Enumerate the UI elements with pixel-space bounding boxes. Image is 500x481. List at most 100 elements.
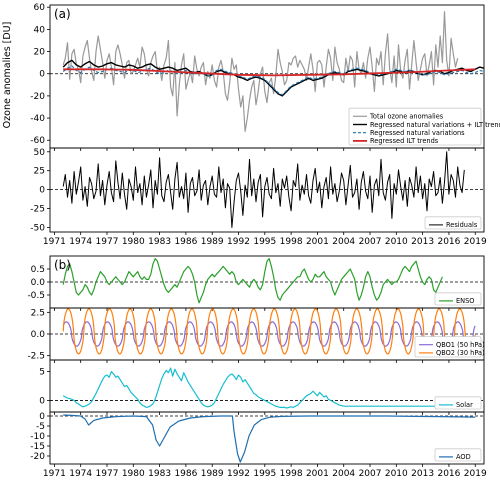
plot-area-qbo [62, 308, 476, 355]
legend-enso: ENSO [434, 292, 482, 306]
y-tick-label: 60 [34, 3, 46, 13]
legend-box [434, 448, 482, 462]
y-tick-label: 50 [34, 148, 46, 158]
x-tick-label: 2007 [359, 237, 382, 247]
legend-box [434, 292, 482, 306]
x-tick-label: 2013 [411, 237, 434, 247]
y-tick-label: 0 [39, 396, 45, 406]
y-tick-label: 0 [39, 70, 45, 80]
y-tick-label: 0.0 [31, 278, 46, 288]
x-tick-label: 1992 [227, 237, 250, 247]
legend-qbo: QBO1 (50 hPa)QBO2 (30 hPa) [414, 336, 485, 358]
series-line-solar-0 [62, 367, 456, 409]
y-tick-label: 0.0 [31, 330, 46, 340]
axes-frame-solar [49, 359, 485, 413]
y-tick-label: -60 [30, 136, 45, 146]
panel-solar: 0 5 Solar [39, 359, 485, 415]
series-line-aod-0 [63, 414, 476, 463]
x-tick-label: 1995 [253, 469, 276, 479]
panel-label-ozone: (a) [54, 7, 71, 21]
x-tick-label: 1995 [253, 237, 276, 247]
x-tick-label: 1986 [174, 469, 197, 479]
y-axis-label-ozone: Ozone anomalies [DU] [2, 22, 13, 129]
legend-box [348, 107, 482, 146]
legend-entry-label: Regressed ILT trends [370, 137, 439, 145]
x-tick-label: 2010 [385, 469, 408, 479]
x-tick-label: 1986 [174, 237, 197, 247]
y-tick-label: -2.5 [27, 352, 45, 362]
legend-residuals: Residuals [424, 216, 482, 230]
y-tick-label: -25 [30, 205, 45, 215]
axes-frame-aod [49, 411, 485, 465]
x-tick-label: 2016 [437, 469, 460, 479]
y-tick-label: 0 [39, 186, 45, 196]
series-line-residuals-0 [62, 151, 465, 228]
x-tick-label: 1989 [201, 237, 224, 247]
legend-entry-label: Regressed natural variations [370, 129, 465, 137]
panel-ozone: -60 -40 -20 0 20 40 60 (a) Total ozone anomalies… [30, 3, 500, 151]
x-tick-labels-bottom: 1971 1974 1977 1980 1983 1986 1989 1992 1995 1998… [43, 469, 487, 479]
legend-aod: AOD [434, 448, 482, 462]
legend-entry-label: QBO2 (30 hPa) [436, 349, 485, 357]
x-tick-label: 2001 [306, 469, 329, 479]
legend-entry-label: Total ozone anomalies [369, 113, 444, 121]
y-tick-label: -50 [30, 223, 45, 233]
series-line-enso-0 [62, 258, 443, 304]
x-tick-label: 2013 [411, 469, 434, 479]
plot-area-residuals [62, 151, 465, 228]
y-tick-label: -0.5 [27, 291, 45, 301]
x-tick-label: 1974 [69, 237, 92, 247]
x-tick-label: 2004 [332, 237, 355, 247]
y-tick-label: -15 [30, 442, 45, 452]
x-tick-label: 1971 [43, 237, 66, 247]
y-tick-label: 40 [34, 25, 46, 35]
x-tick-label: 2004 [332, 469, 355, 479]
series-line-qbo-1 [62, 308, 476, 355]
y-tick-label: 0.5 [31, 265, 45, 275]
x-tick-label: 1977 [96, 469, 119, 479]
y-tick-label: 0 [39, 412, 45, 422]
legend-box [434, 396, 482, 410]
x-tick-labels-top: 1971 1974 1977 1980 1983 1986 1989 1992 1995 1998… [43, 237, 487, 247]
x-tick-label: 2019 [464, 469, 487, 479]
series-line-ozone-0 [62, 11, 459, 132]
series-line-ozone-3 [63, 68, 476, 77]
y-tick-label: 25 [34, 167, 45, 177]
legend-entry-label: AOD [456, 453, 471, 461]
panels-layer: -60 -40 -20 0 20 40 60 (a) Total ozone anomalies… [27, 3, 500, 467]
y-tick-label: -40 [30, 114, 45, 124]
legend-entry-label: ENSO [456, 297, 474, 305]
x-tick-label: 1998 [280, 237, 303, 247]
legend-solar: Solar [434, 396, 482, 410]
x-tick-label: 1998 [280, 469, 303, 479]
panel-label-enso: (b) [54, 258, 71, 272]
panel-residuals: -50 -25 0 25 50 Residuals [30, 147, 485, 235]
y-tick-label: -20 [30, 92, 45, 102]
x-tick-label: 1974 [69, 469, 92, 479]
plot-area-aod [63, 414, 476, 463]
y-tick-label: 5 [39, 368, 45, 378]
legend-entry-label: QBO1 (50 hPa) [436, 341, 485, 349]
x-tick-label: 1971 [43, 469, 66, 479]
x-tick-label: 1983 [148, 469, 171, 479]
y-tick-label: -20 [30, 452, 45, 462]
x-tick-label: 2019 [464, 237, 487, 247]
legend-box [424, 216, 482, 230]
x-tick-label: 1980 [122, 469, 145, 479]
y-tick-label: -10 [30, 432, 45, 442]
legend-entry-label: Solar [456, 401, 473, 409]
plot-area-enso [62, 258, 443, 304]
plot-area-ozone [62, 11, 484, 132]
x-tick-label: 2001 [306, 237, 329, 247]
panel-enso: -0.5 0.0 0.5 (b) ENSO [27, 255, 485, 311]
y-tick-label: 2.5 [31, 308, 45, 318]
panel-aod: -20-15-10-50 AOD [30, 411, 485, 467]
legend-entry-label: Regressed natural variations + ILT trend [370, 121, 500, 129]
x-tick-label: 2010 [385, 237, 408, 247]
y-tick-label: -5 [36, 422, 45, 432]
x-tick-label: 2016 [437, 237, 460, 247]
x-tick-label: 1983 [148, 237, 171, 247]
panel-qbo: -2.5 0.0 2.5 QBO1 (50 hPa)QBO2 (30 hPa) [27, 307, 485, 363]
x-tick-label: 1977 [96, 237, 119, 247]
